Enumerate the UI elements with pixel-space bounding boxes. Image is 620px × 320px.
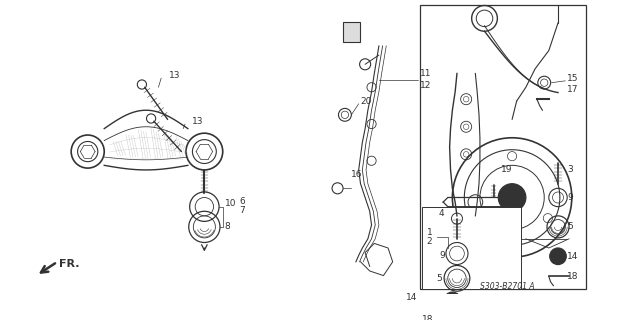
Text: FR.: FR. [60, 259, 80, 268]
Text: 16: 16 [352, 170, 363, 179]
FancyBboxPatch shape [343, 22, 360, 42]
Text: 7: 7 [239, 206, 245, 215]
Text: 4: 4 [438, 209, 444, 218]
Text: 6: 6 [239, 197, 245, 206]
Text: 14: 14 [406, 293, 417, 302]
Text: 18: 18 [567, 272, 578, 281]
Circle shape [550, 248, 566, 265]
Text: 13: 13 [192, 117, 204, 126]
Bar [422, 207, 521, 289]
Text: 3: 3 [567, 165, 573, 174]
Text: 1: 1 [427, 228, 432, 237]
Text: S303-B2701 A: S303-B2701 A [480, 282, 534, 291]
Text: 5: 5 [567, 222, 573, 231]
Text: 8: 8 [224, 222, 230, 231]
Text: 5: 5 [436, 274, 443, 283]
Text: 19: 19 [501, 165, 513, 174]
Text: 9: 9 [567, 193, 573, 202]
Text: 14: 14 [567, 252, 578, 261]
Text: 18: 18 [422, 315, 433, 320]
Text: 11: 11 [420, 69, 432, 78]
Text: 15: 15 [567, 74, 578, 83]
Text: 9: 9 [440, 251, 445, 260]
Text: 12: 12 [420, 81, 432, 90]
Text: 13: 13 [169, 71, 180, 80]
Bar [420, 4, 585, 289]
Circle shape [444, 292, 461, 308]
Text: 17: 17 [567, 84, 578, 94]
Text: 20: 20 [360, 97, 372, 106]
Circle shape [498, 184, 526, 211]
Text: 2: 2 [427, 237, 432, 246]
Text: 10: 10 [224, 198, 236, 207]
